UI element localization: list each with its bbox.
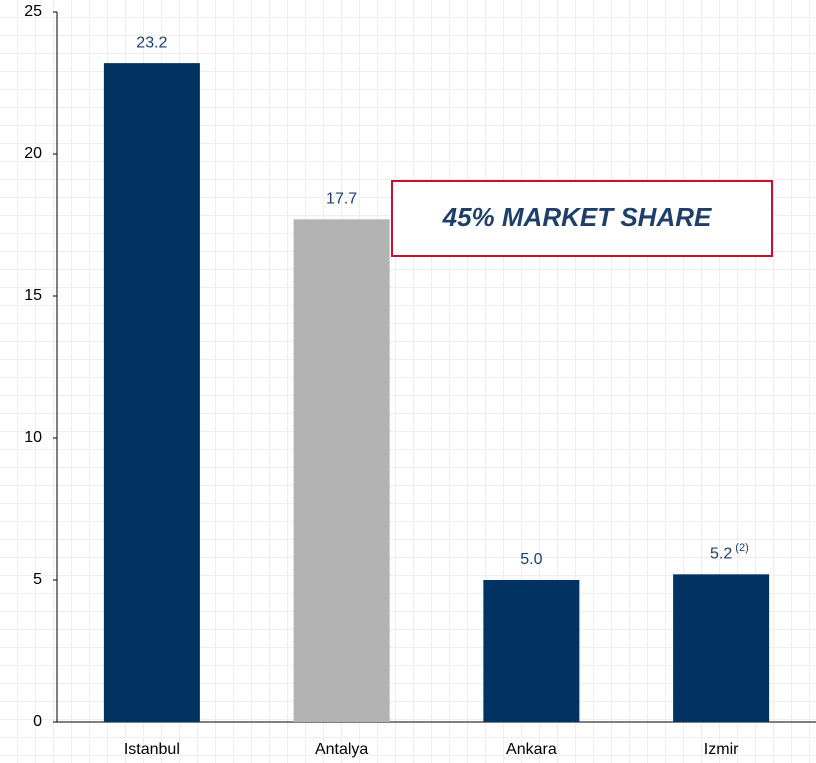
- value-label: 5.0: [520, 551, 542, 568]
- x-tick-label: Ankara: [506, 741, 557, 758]
- y-tick-label: 25: [24, 3, 42, 20]
- bar: [293, 219, 390, 722]
- y-tick-label: 10: [24, 429, 42, 446]
- value-label: 17.7: [326, 191, 357, 208]
- footnote-mark: (2): [735, 542, 748, 554]
- bar: [483, 580, 580, 722]
- callout-box: [391, 180, 773, 257]
- value-label: 23.2: [136, 34, 167, 51]
- y-tick-label: 15: [24, 287, 42, 304]
- x-tick-label: Antalya: [315, 741, 368, 758]
- y-tick-label: 0: [33, 713, 42, 730]
- bar: [103, 63, 200, 723]
- bar: [673, 574, 770, 722]
- x-tick-label: Izmir: [704, 741, 739, 758]
- y-tick-label: 5: [33, 571, 42, 588]
- value-label: 5.2: [710, 546, 732, 563]
- x-tick-label: Istanbul: [124, 741, 180, 758]
- callout-text: 45% MARKET SHARE: [442, 202, 712, 232]
- y-tick-label: 20: [24, 145, 42, 162]
